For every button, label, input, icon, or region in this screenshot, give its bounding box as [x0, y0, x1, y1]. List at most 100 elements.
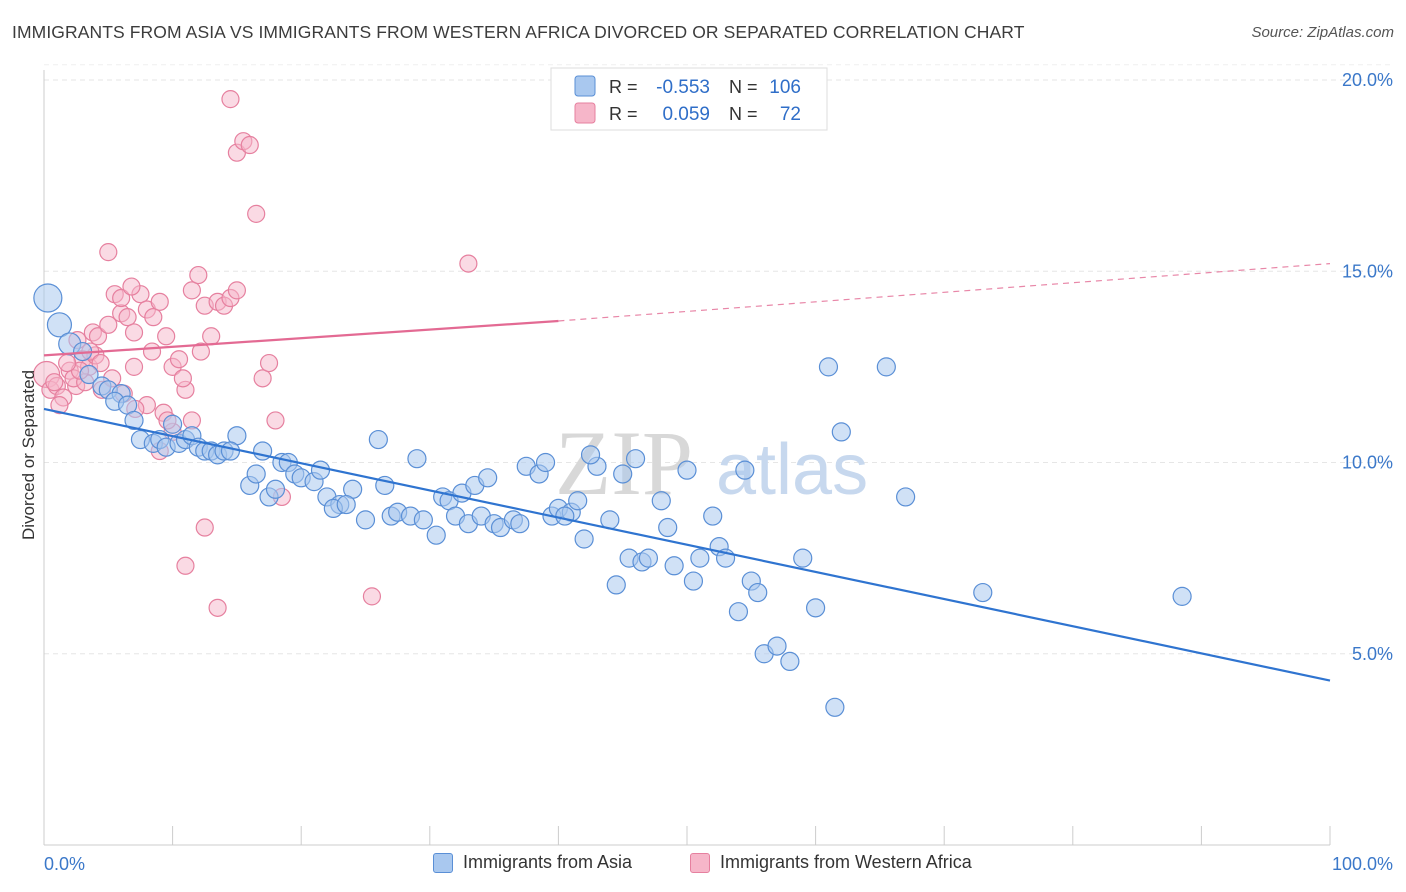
legend-swatch-africa-bottom — [690, 852, 710, 873]
legend-swatch-asia — [574, 75, 596, 97]
point-asia — [793, 548, 813, 568]
point-asia — [625, 449, 646, 469]
point-asia — [703, 506, 723, 526]
point-western-africa — [266, 411, 285, 430]
point-asia — [478, 468, 498, 488]
legend-label-asia: Immigrants from Asia — [463, 852, 633, 872]
point-asia — [805, 598, 826, 618]
point-asia — [613, 464, 633, 484]
point-western-africa — [221, 90, 240, 109]
point-asia — [728, 602, 749, 622]
point-asia — [574, 529, 594, 549]
point-western-africa — [240, 135, 259, 155]
legend-box: R = -0.553 N = 106 R = 0.059 N = 72 — [550, 67, 828, 131]
point-western-africa — [253, 369, 272, 388]
point-asia — [568, 491, 588, 511]
point-western-africa — [124, 323, 144, 342]
point-asia — [368, 429, 388, 450]
source-credit: Source: ZipAtlas.com — [1251, 24, 1394, 41]
point-western-africa — [182, 281, 201, 300]
bottom-legend: Immigrants from Asia Immigrants from Wes… — [0, 852, 1406, 878]
tick-labels: 5.0% 10.0% 15.0% 20.0% 0.0% 100.0% — [44, 70, 1393, 874]
chart-title: IMMIGRANTS FROM ASIA VS IMMIGRANTS FROM … — [12, 22, 1025, 42]
legend-item-asia[interactable]: Immigrants from Asia — [433, 852, 632, 873]
point-asia — [265, 479, 286, 499]
point-asia — [426, 525, 446, 545]
point-asia — [355, 510, 376, 530]
legend-n-label-asia: N = — [729, 77, 758, 97]
point-western-africa — [99, 243, 118, 262]
point-asia — [606, 575, 626, 595]
legend-n-label-africa: N = — [729, 104, 758, 124]
point-asia — [413, 510, 433, 530]
point-western-africa — [173, 369, 192, 388]
y-tick-label-0: 5.0% — [1352, 644, 1393, 664]
point-asia — [124, 410, 144, 431]
legend-r-label-asia: R = — [609, 77, 638, 97]
point-asia — [664, 556, 684, 576]
legend-n-value-africa: 72 — [780, 104, 801, 125]
legend-label-africa: Immigrants from Western Africa — [720, 852, 972, 872]
point-western-africa — [459, 254, 478, 273]
point-western-africa — [157, 327, 176, 346]
point-asia — [748, 582, 768, 603]
point-asia — [831, 422, 851, 442]
legend-n-value-asia: 106 — [769, 77, 801, 98]
legend-swatch-africa — [574, 102, 596, 124]
point-asia — [163, 414, 183, 434]
point-western-africa — [202, 327, 221, 346]
point-western-africa — [227, 281, 246, 300]
point-asia — [973, 582, 993, 603]
point-asia — [510, 514, 530, 534]
point-western-africa — [247, 204, 266, 223]
point-western-africa — [189, 265, 208, 285]
axes — [43, 70, 1331, 846]
point-asia — [220, 441, 241, 461]
point-asia — [1172, 586, 1192, 606]
point-asia — [876, 357, 896, 377]
point-western-africa — [144, 308, 163, 327]
series-asia-points — [33, 283, 1192, 717]
point-asia — [46, 312, 73, 338]
point-asia — [79, 364, 99, 385]
point-asia — [651, 491, 671, 511]
point-asia — [896, 487, 916, 507]
point-asia — [735, 460, 755, 480]
point-western-africa — [124, 357, 144, 376]
trend-line-africa-dashed — [558, 263, 1331, 322]
point-western-africa — [122, 277, 141, 296]
point-asia — [677, 460, 697, 480]
point-western-africa — [91, 353, 110, 373]
point-asia — [336, 494, 356, 515]
point-asia — [310, 460, 331, 480]
point-asia — [683, 571, 704, 591]
point-western-africa — [191, 342, 210, 361]
point-western-africa — [259, 353, 279, 373]
legend-item-africa[interactable]: Immigrants from Western Africa — [690, 852, 972, 873]
point-western-africa — [58, 353, 77, 373]
point-asia — [33, 283, 63, 313]
series-western-africa-points — [32, 90, 478, 617]
y-tick-label-1: 10.0% — [1342, 453, 1393, 473]
point-asia — [535, 452, 556, 473]
legend-r-value-asia: -0.553 — [656, 77, 710, 98]
legend-r-value-africa: 0.059 — [662, 104, 710, 125]
point-asia — [407, 449, 427, 469]
point-western-africa — [169, 350, 189, 369]
legend-swatch-asia-bottom — [433, 852, 453, 873]
point-asia — [555, 506, 575, 526]
point-western-africa — [112, 288, 131, 308]
point-western-africa — [88, 327, 108, 346]
point-western-africa — [99, 315, 118, 334]
trend-lines — [43, 263, 1331, 682]
point-asia — [638, 548, 659, 568]
y-tick-label-2: 15.0% — [1342, 261, 1393, 281]
point-western-africa — [45, 373, 64, 392]
point-western-africa — [195, 518, 214, 537]
point-western-africa — [118, 308, 137, 327]
point-asia — [767, 636, 787, 656]
point-western-africa — [150, 292, 169, 311]
y-axis-label: Divorced or Separated — [19, 370, 38, 540]
x-tick-label-1: 100.0% — [1332, 854, 1393, 874]
